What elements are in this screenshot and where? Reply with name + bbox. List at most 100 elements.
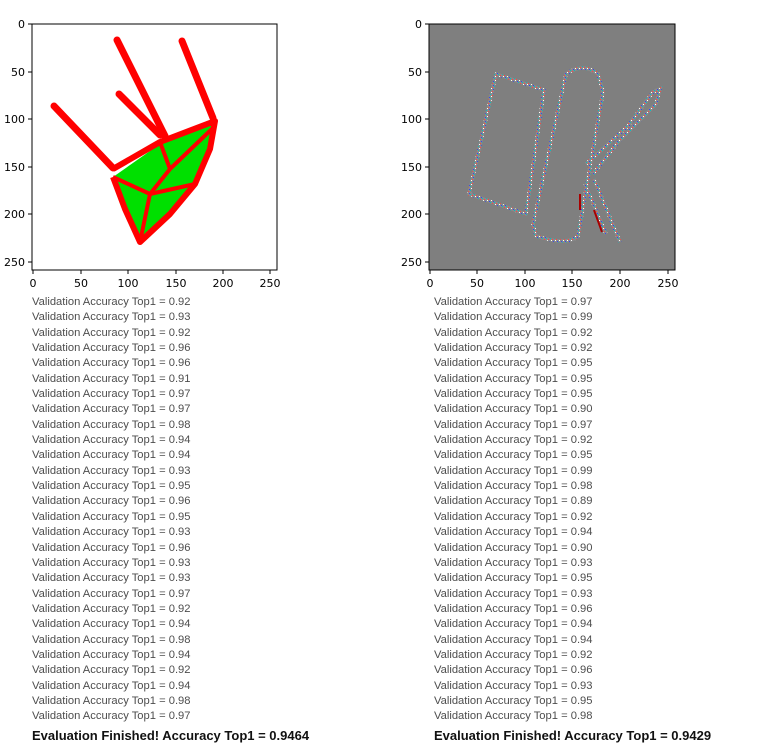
log-line-value: 0.94 xyxy=(168,449,191,462)
log-line-prefix: Validation Accuracy Top1 = xyxy=(32,618,169,631)
log-line-prefix: Validation Accuracy Top1 = xyxy=(32,388,169,401)
right-image-frame xyxy=(428,23,676,271)
log-line-prefix: Validation Accuracy Top1 = xyxy=(32,434,169,447)
log-line-value: 0.94 xyxy=(570,618,593,631)
log-line-value: 0.92 xyxy=(168,296,191,308)
log-line-prefix: Validation Accuracy Top1 = xyxy=(32,572,169,585)
validation-log-line: Validation Accuracy Top1 = 0.97 xyxy=(32,587,191,602)
log-line-prefix: Validation Accuracy Top1 = xyxy=(434,618,571,631)
validation-log-line: Validation Accuracy Top1 = 0.98 xyxy=(32,418,191,433)
validation-log-line: Validation Accuracy Top1 = 0.98 xyxy=(434,709,593,724)
validation-log-line: Validation Accuracy Top1 = 0.98 xyxy=(32,694,191,709)
validation-log-line: Validation Accuracy Top1 = 0.94 xyxy=(32,617,191,632)
left-plot-svg: 0 50 100 150 200 250 0 50 100 150 200 25… xyxy=(4,18,281,290)
left-y-tick: 0 xyxy=(18,18,25,31)
right-x-tick: 200 xyxy=(610,277,631,290)
log-line-prefix: Validation Accuracy Top1 = xyxy=(32,633,169,646)
log-line-prefix: Validation Accuracy Top1 = xyxy=(32,418,169,431)
log-line-value: 0.93 xyxy=(570,587,593,600)
validation-log-line: Validation Accuracy Top1 = 0.90 xyxy=(434,402,593,417)
log-line-value: 0.97 xyxy=(570,296,593,308)
log-line-value: 0.97 xyxy=(168,587,191,600)
right-y-tick: 150 xyxy=(401,161,422,174)
log-line-value: 0.93 xyxy=(168,556,191,569)
log-line-value: 0.93 xyxy=(168,526,191,539)
log-line-value: 0.95 xyxy=(570,449,593,462)
right-y-tick: 200 xyxy=(401,208,422,221)
log-line-value: 0.95 xyxy=(570,357,593,370)
validation-log-line: Validation Accuracy Top1 = 0.92 xyxy=(434,326,593,341)
log-line-value: 0.99 xyxy=(570,311,593,324)
log-line-prefix: Validation Accuracy Top1 = xyxy=(434,572,571,585)
validation-log-line: Validation Accuracy Top1 = 0.97 xyxy=(434,295,593,310)
log-line-prefix: Validation Accuracy Top1 = xyxy=(32,449,169,462)
validation-log-line: Validation Accuracy Top1 = 0.92 xyxy=(32,663,191,678)
log-line-value: 0.92 xyxy=(570,434,593,447)
validation-log-line: Validation Accuracy Top1 = 0.94 xyxy=(434,633,593,648)
validation-log-line: Validation Accuracy Top1 = 0.93 xyxy=(434,679,593,694)
log-line-value: 0.93 xyxy=(168,311,191,324)
log-line-value: 0.95 xyxy=(570,372,593,385)
log-line-prefix: Validation Accuracy Top1 = xyxy=(32,480,169,493)
validation-log-line: Validation Accuracy Top1 = 0.97 xyxy=(32,709,191,724)
log-line-value: 0.92 xyxy=(570,326,593,339)
validation-log-line: Validation Accuracy Top1 = 0.93 xyxy=(434,587,593,602)
log-line-prefix: Validation Accuracy Top1 = xyxy=(32,372,169,385)
validation-log-line: Validation Accuracy Top1 = 0.99 xyxy=(434,310,593,325)
left-plot: 0 50 100 150 200 250 0 50 100 150 200 25… xyxy=(0,14,281,304)
left-x-axis: 0 50 100 150 200 250 xyxy=(30,270,281,290)
validation-log-line: Validation Accuracy Top1 = 0.95 xyxy=(434,448,593,463)
left-x-tick: 250 xyxy=(260,277,281,290)
log-line-prefix: Validation Accuracy Top1 = xyxy=(434,311,571,324)
log-line-prefix: Validation Accuracy Top1 = xyxy=(434,434,571,447)
validation-log-line: Validation Accuracy Top1 = 0.93 xyxy=(32,310,191,325)
validation-log-line: Validation Accuracy Top1 = 0.94 xyxy=(434,525,593,540)
validation-log-line: Validation Accuracy Top1 = 0.92 xyxy=(434,433,593,448)
log-line-prefix: Validation Accuracy Top1 = xyxy=(32,694,169,707)
validation-log-line: Validation Accuracy Top1 = 0.92 xyxy=(32,326,191,341)
log-line-value: 0.97 xyxy=(168,388,191,401)
log-line-prefix: Validation Accuracy Top1 = xyxy=(434,464,571,477)
log-line-value: 0.99 xyxy=(570,464,593,477)
left-y-axis: 0 50 100 150 200 250 xyxy=(4,18,32,269)
right-x-tick: 100 xyxy=(515,277,536,290)
log-line-value: 0.98 xyxy=(168,418,191,431)
log-line-value: 0.94 xyxy=(570,526,593,539)
right-x-tick: 0 xyxy=(427,277,434,290)
right-y-tick: 100 xyxy=(401,113,422,126)
validation-log-line: Validation Accuracy Top1 = 0.91 xyxy=(32,372,191,387)
left-final-result: Evaluation Finished! Accuracy Top1 = 0.9… xyxy=(32,728,310,743)
validation-log-line: Validation Accuracy Top1 = 0.93 xyxy=(434,556,593,571)
log-line-value: 0.95 xyxy=(570,388,593,401)
log-line-prefix: Validation Accuracy Top1 = xyxy=(434,342,571,355)
validation-log-line: Validation Accuracy Top1 = 0.94 xyxy=(32,448,191,463)
validation-log-line: Validation Accuracy Top1 = 0.93 xyxy=(32,525,191,540)
log-line-value: 0.90 xyxy=(570,541,593,554)
log-line-value: 0.94 xyxy=(168,648,191,661)
log-line-prefix: Validation Accuracy Top1 = xyxy=(32,556,169,569)
log-line-prefix: Validation Accuracy Top1 = xyxy=(434,679,571,692)
log-line-prefix: Validation Accuracy Top1 = xyxy=(434,418,571,431)
log-line-value: 0.90 xyxy=(570,403,593,416)
log-line-value: 0.92 xyxy=(168,664,191,677)
log-line-prefix: Validation Accuracy Top1 = xyxy=(32,602,169,615)
validation-log-line: Validation Accuracy Top1 = 0.93 xyxy=(32,571,191,586)
log-line-prefix: Validation Accuracy Top1 = xyxy=(434,664,571,677)
log-line-prefix: Validation Accuracy Top1 = xyxy=(32,526,169,539)
left-y-tick: 100 xyxy=(4,113,25,126)
validation-log-line: Validation Accuracy Top1 = 0.95 xyxy=(32,479,191,494)
validation-log-line: Validation Accuracy Top1 = 0.96 xyxy=(434,602,593,617)
log-line-value: 0.92 xyxy=(570,342,593,355)
log-line-prefix: Validation Accuracy Top1 = xyxy=(434,710,571,723)
validation-log-line: Validation Accuracy Top1 = 0.94 xyxy=(32,679,191,694)
left-y-tick: 250 xyxy=(4,256,25,269)
log-line-value: 0.96 xyxy=(168,541,191,554)
log-line-value: 0.89 xyxy=(570,495,593,508)
log-line-prefix: Validation Accuracy Top1 = xyxy=(434,326,571,339)
left-y-tick: 50 xyxy=(11,66,25,79)
right-final-result: Evaluation Finished! Accuracy Top1 = 0.9… xyxy=(434,728,712,743)
log-line-value: 0.97 xyxy=(570,418,593,431)
validation-log-line: Validation Accuracy Top1 = 0.96 xyxy=(434,663,593,678)
log-line-prefix: Validation Accuracy Top1 = xyxy=(434,587,571,600)
log-line-value: 0.93 xyxy=(570,679,593,692)
